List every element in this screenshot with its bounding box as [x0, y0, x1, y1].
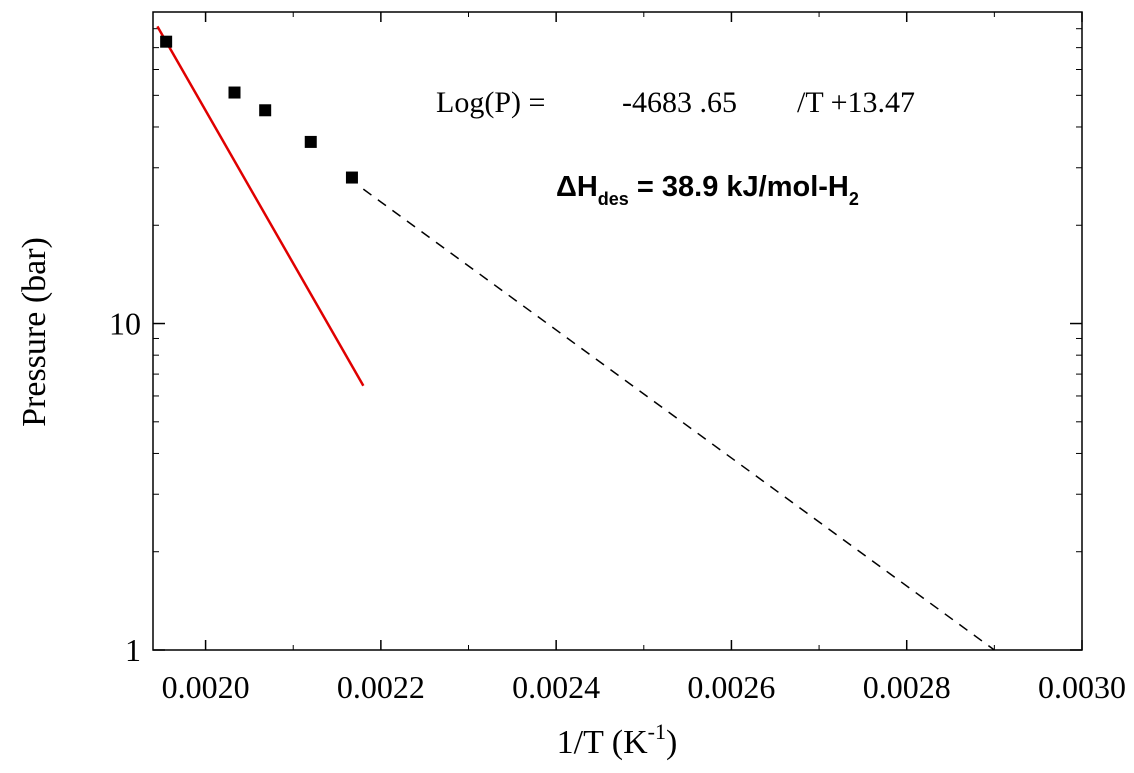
equation-suffix: /T +13.47	[797, 86, 915, 119]
y-axis-label: Pressure (bar)	[16, 237, 53, 427]
data-point	[228, 86, 241, 99]
equation-annotation: Log(P) = -4683 .65 /T +13.47	[436, 86, 915, 119]
x-axis-label-close: )	[666, 724, 677, 761]
x-tick-label: 0.0020	[162, 669, 250, 705]
enthalpy-annotation: ΔHdes = 38.9 kJ/mol-H2	[556, 171, 859, 209]
x-tick-label: 0.0028	[863, 669, 951, 705]
y-tick-label: 10	[109, 306, 141, 342]
x-axis-label: 1/T (K-1)	[557, 719, 678, 761]
data-point	[160, 35, 173, 48]
data-point	[345, 171, 358, 184]
extrapolation-line	[362, 188, 995, 651]
x-axis-label-sup: -1	[648, 719, 666, 744]
enthalpy-sub2: 2	[849, 189, 859, 209]
enthalpy-sub: des	[598, 189, 629, 209]
fit-line	[156, 25, 365, 387]
enthalpy-delta: ΔH	[556, 171, 598, 203]
x-tick-label: 0.0030	[1038, 669, 1126, 705]
enthalpy-value: = 38.9 kJ/mol-H	[629, 171, 849, 203]
y-tick-label: 1	[125, 632, 141, 668]
data-point	[259, 104, 272, 117]
x-tick-label: 0.0022	[337, 669, 425, 705]
plot-frame	[152, 11, 1083, 651]
equation-coef: -4683 .65	[622, 86, 737, 119]
fit-lines	[156, 25, 995, 651]
data-points	[160, 35, 358, 184]
x-axis-ticks: 0.0020 0.0022 0.0024 0.0026 0.0028 0.0030	[162, 12, 1126, 705]
x-tick-label: 0.0026	[687, 669, 775, 705]
y-axis-ticks: 1 10	[109, 11, 1082, 668]
x-axis-label-main: 1/T (K	[557, 724, 648, 761]
equation-prefix: Log(P) =	[436, 86, 545, 119]
x-tick-label: 0.0024	[512, 669, 600, 705]
data-point	[304, 135, 317, 148]
